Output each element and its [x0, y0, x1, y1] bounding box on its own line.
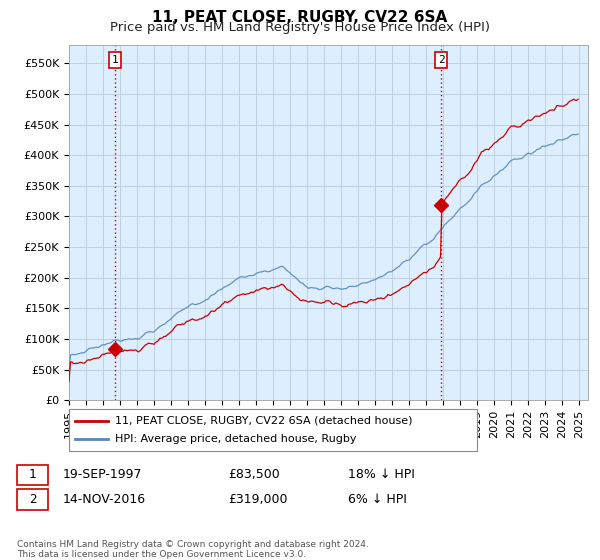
Text: 14-NOV-2016: 14-NOV-2016 — [63, 493, 146, 506]
Text: 2: 2 — [29, 493, 36, 506]
Text: £319,000: £319,000 — [228, 493, 287, 506]
Text: 1: 1 — [29, 468, 36, 482]
Text: 18% ↓ HPI: 18% ↓ HPI — [348, 468, 415, 482]
Text: Contains HM Land Registry data © Crown copyright and database right 2024.
This d: Contains HM Land Registry data © Crown c… — [17, 540, 368, 559]
Text: 6% ↓ HPI: 6% ↓ HPI — [348, 493, 407, 506]
Text: Price paid vs. HM Land Registry's House Price Index (HPI): Price paid vs. HM Land Registry's House … — [110, 21, 490, 34]
Text: 2: 2 — [438, 55, 445, 65]
Text: 19-SEP-1997: 19-SEP-1997 — [63, 468, 143, 482]
Text: HPI: Average price, detached house, Rugby: HPI: Average price, detached house, Rugb… — [115, 434, 356, 444]
Text: 1: 1 — [112, 55, 119, 65]
Text: 11, PEAT CLOSE, RUGBY, CV22 6SA: 11, PEAT CLOSE, RUGBY, CV22 6SA — [152, 10, 448, 25]
Text: £83,500: £83,500 — [228, 468, 280, 482]
Text: 11, PEAT CLOSE, RUGBY, CV22 6SA (detached house): 11, PEAT CLOSE, RUGBY, CV22 6SA (detache… — [115, 416, 413, 426]
